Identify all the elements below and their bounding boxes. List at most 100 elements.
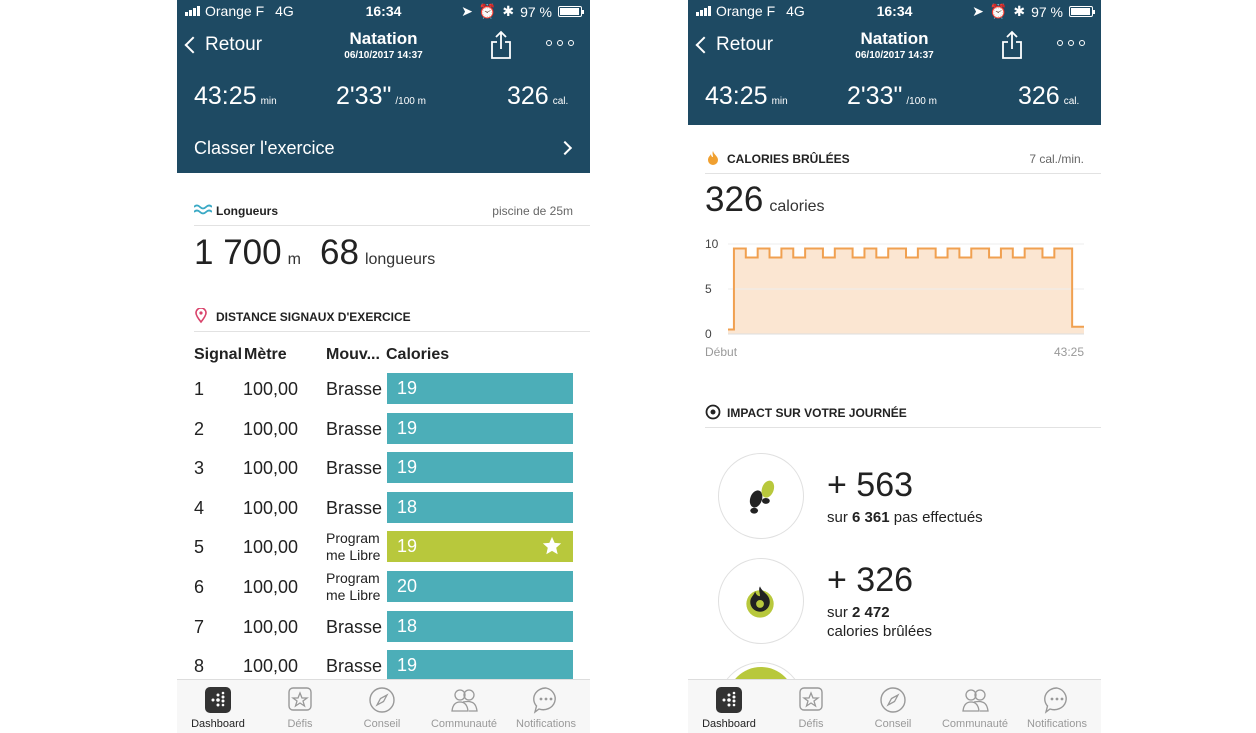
distance-unit: m: [287, 251, 301, 268]
cell-signal: 2: [194, 418, 205, 439]
status-bar: Orange F 4G 16:34 ➤ ⏰ ✱ 97 %: [688, 0, 1101, 22]
section-title: CALORIES BRÛLÉES: [727, 152, 850, 166]
network-type: 4G: [275, 3, 294, 19]
section-header-calories: CALORIES BRÛLÉES 7 cal./min.: [705, 146, 1101, 174]
page-title: Natation 06/10/2017 14:37: [688, 29, 1101, 61]
cell-stroke: Brasse: [326, 418, 383, 439]
table-row[interactable]: 5 100,00 Program me Libre 19: [177, 530, 590, 564]
cell-meters: 100,00: [243, 656, 299, 677]
tab-defis[interactable]: Défis: [259, 686, 341, 730]
tab-notifications[interactable]: Notifications: [1016, 686, 1098, 730]
carrier-name: Orange F: [716, 3, 776, 19]
back-button[interactable]: Retour: [184, 34, 262, 56]
cell-calories: 19: [397, 536, 418, 557]
cell-signal: 1: [194, 379, 205, 399]
challenge-star-icon: [799, 687, 823, 711]
dashboard-icon: [205, 687, 231, 713]
alarm-icon: ⏰: [478, 3, 497, 19]
share-icon[interactable]: [490, 30, 512, 60]
community-icon: [962, 689, 989, 712]
tab-dashboard[interactable]: Dashboard: [688, 686, 770, 730]
battery-percent: 97 %: [1031, 3, 1063, 20]
pool-size: piscine de 25m: [492, 204, 573, 218]
steps-suffix: pas effectués: [893, 509, 983, 526]
chat-bubble-icon: [533, 687, 556, 714]
cell-signal: 6: [194, 577, 205, 597]
table-row[interactable]: 8 100,00 Brasse 19: [177, 650, 590, 682]
tab-communaute[interactable]: Communauté: [423, 686, 505, 730]
table-row[interactable]: 3 100,00 Brasse 19: [177, 452, 590, 484]
cell-calories: 19: [397, 655, 418, 676]
calories-total: 326 calories: [705, 180, 825, 220]
location-icon: ➤: [972, 3, 984, 19]
table-row[interactable]: 6 100,00 Program me Libre 20: [177, 570, 590, 603]
tab-conseil[interactable]: Conseil: [852, 686, 934, 730]
distance-value: 1 700: [194, 233, 282, 272]
stat-pace: 2'33" /100 m: [336, 82, 426, 111]
calories-unit: cal.: [1063, 96, 1080, 107]
back-button[interactable]: Retour: [695, 34, 773, 56]
title-text: Natation: [860, 29, 929, 48]
flame-icon: [708, 151, 718, 165]
duration-value: 43:25: [705, 82, 768, 110]
more-options-icon[interactable]: [1057, 40, 1085, 46]
carrier-name: Orange F: [205, 3, 265, 19]
battery-percent: 97 %: [520, 3, 552, 20]
share-icon[interactable]: [1001, 30, 1023, 60]
cell-stroke: Brasse: [326, 379, 383, 399]
table-row[interactable]: 4 100,00 Brasse 18: [177, 491, 590, 524]
duration-value: 43:25: [194, 82, 257, 110]
table-row[interactable]: 2 100,00 Brasse 19: [177, 412, 590, 445]
chart-area: [728, 248, 1084, 334]
tab-label: Notifications: [1027, 718, 1087, 730]
tab-communaute[interactable]: Communauté: [934, 686, 1016, 730]
tab-label: Communauté: [430, 718, 498, 730]
steps-prefix: sur: [827, 509, 848, 526]
more-options-icon[interactable]: [546, 40, 574, 46]
classer-exercice-button[interactable]: Classer l'exercice: [177, 125, 590, 173]
signal-icon: [185, 6, 200, 16]
pace-value: 2'33": [847, 82, 903, 110]
stats-bar: 43:25 min 2'33" /100 m 326 cal.: [177, 70, 590, 125]
title-date: 06/10/2017 14:37: [344, 50, 423, 61]
tab-conseil[interactable]: Conseil: [341, 686, 423, 730]
steps-impact-sub: sur 6 361 pas effectués: [827, 508, 983, 527]
battery-icon: [558, 6, 584, 17]
table-row[interactable]: 7 100,00 Brasse 18: [177, 610, 590, 643]
cell-meters: 100,00: [243, 458, 299, 479]
bluetooth-icon: ✱: [1013, 3, 1026, 19]
table-row[interactable]: 1 100,00 Brasse 19: [177, 373, 590, 405]
tab-notifications[interactable]: Notifications: [505, 686, 587, 730]
tab-label: Défis: [798, 718, 824, 730]
duration-unit: min: [260, 96, 277, 107]
cell-meters: 100,00: [243, 616, 299, 637]
cell-calories: 19: [397, 457, 418, 478]
footsteps-icon: [749, 480, 775, 514]
calories-big-unit: calories: [769, 198, 825, 215]
alarm-icon: ⏰: [989, 3, 1008, 19]
cal-suffix: calories brûlées: [827, 623, 933, 640]
tab-label: Défis: [287, 718, 313, 730]
cell-calories: 19: [397, 417, 418, 438]
battery-icon: [1069, 6, 1095, 17]
tab-dashboard[interactable]: Dashboard: [177, 686, 259, 730]
section-header-splits: DISTANCE SIGNAUX D'EXERCICE: [194, 304, 590, 332]
chevron-right-icon: [557, 140, 573, 156]
stat-duration: 43:25 min: [705, 82, 788, 111]
cell-calories: 18: [397, 496, 418, 517]
stroke-line-1: Program: [326, 530, 380, 547]
cell-stroke: Brasse: [326, 656, 383, 677]
stats-bar: 43:25 min 2'33" /100 m 326 cal.: [688, 70, 1101, 125]
status-bar: Orange F 4G 16:34 ➤ ⏰ ✱ 97 %: [177, 0, 590, 22]
section-header-longueurs: Longueurs piscine de 25m: [194, 198, 590, 226]
cell-stroke: Program me Libre: [326, 530, 380, 564]
classer-label: Classer l'exercice: [194, 138, 335, 158]
status-right: ➤ ⏰ ✱ 97 %: [972, 3, 1095, 20]
cell-meters: 100,00: [243, 418, 299, 439]
chat-bubble-icon: [1044, 687, 1067, 714]
tab-defis[interactable]: Défis: [770, 686, 852, 730]
compass-icon: [880, 687, 906, 713]
calories-impact-sub: sur 2 472 calories brûlées: [827, 603, 932, 641]
cell-calories: 19: [397, 378, 418, 398]
section-title: IMPACT SUR VOTRE JOURNÉE: [727, 406, 907, 420]
